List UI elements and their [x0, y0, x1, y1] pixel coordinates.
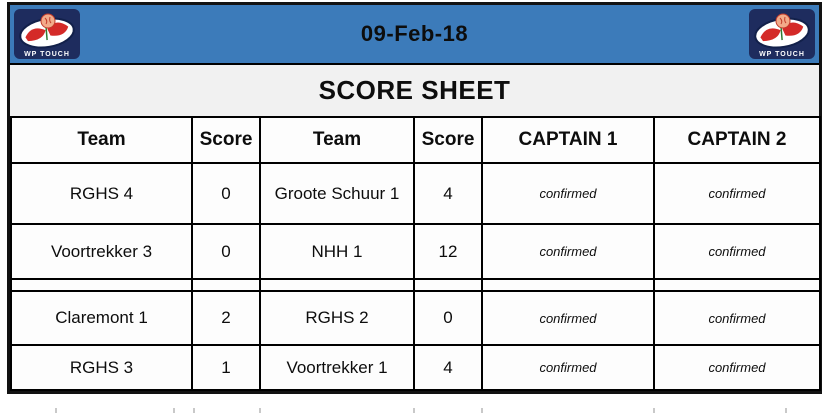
table-row: RGHS 4 0 Groote Schuur 1 4 confirmed con…: [10, 162, 821, 225]
score2-cell: 4: [413, 162, 483, 225]
captain2-cell: confirmed: [653, 290, 821, 346]
team1-cell: RGHS 4: [10, 162, 193, 225]
captain1-cell: confirmed: [481, 290, 655, 346]
table-row: Claremont 1 2 RGHS 2 0 confirmed confirm…: [10, 290, 821, 346]
captain2-cell: confirmed: [653, 344, 821, 391]
page-title: SCORE SHEET: [318, 75, 511, 105]
logo-wordmark: WP TOUCH: [759, 51, 805, 58]
col-header-captain1: CAPTAIN 1: [481, 116, 655, 164]
team1-cell: Claremont 1: [10, 290, 193, 346]
team1-cell: RGHS 3: [10, 344, 193, 391]
team1-cell: Voortrekker 3: [10, 223, 193, 280]
score2-cell: 0: [413, 290, 483, 346]
team2-cell: Groote Schuur 1: [259, 162, 415, 225]
header-banner: WP TOUCH 09-Feb-18 WP TOUCH: [10, 5, 819, 63]
captain1-cell: confirmed: [481, 162, 655, 225]
col-header-score1: Score: [191, 116, 261, 164]
gridline-ticks: [7, 408, 822, 413]
score1-cell: 1: [191, 344, 261, 391]
spacer-row: [10, 278, 821, 292]
table-header-row: Team Score Team Score CAPTAIN 1 CAPTAIN …: [10, 116, 821, 164]
captain2-cell: confirmed: [653, 162, 821, 225]
captain1-cell: confirmed: [481, 223, 655, 280]
table-row: Voortrekker 3 0 NHH 1 12 confirmed confi…: [10, 223, 821, 280]
score-table: Team Score Team Score CAPTAIN 1 CAPTAIN …: [10, 116, 821, 391]
col-header-team2: Team: [259, 116, 415, 164]
col-header-score2: Score: [413, 116, 483, 164]
team2-cell: RGHS 2: [259, 290, 415, 346]
score1-cell: 0: [191, 223, 261, 280]
team2-cell: NHH 1: [259, 223, 415, 280]
score1-cell: 0: [191, 162, 261, 225]
sheet-date: 09-Feb-18: [360, 21, 469, 46]
captain2-cell: confirmed: [653, 223, 821, 280]
wp-touch-logo-left: WP TOUCH: [14, 9, 80, 59]
team2-cell: Voortrekker 1: [259, 344, 415, 391]
title-row: SCORE SHEET: [10, 63, 819, 116]
wp-touch-logo-right: WP TOUCH: [749, 9, 815, 59]
col-header-captain2: CAPTAIN 2: [653, 116, 821, 164]
score2-cell: 12: [413, 223, 483, 280]
captain1-cell: confirmed: [481, 344, 655, 391]
score1-cell: 2: [191, 290, 261, 346]
table-row: RGHS 3 1 Voortrekker 1 4 confirmed confi…: [10, 344, 821, 391]
score-rows: RGHS 4 0 Groote Schuur 1 4 confirmed con…: [10, 162, 821, 391]
col-header-team1: Team: [10, 116, 193, 164]
score-sheet: WP TOUCH 09-Feb-18 WP TOUCH SCORE SHEET: [7, 2, 822, 394]
logo-wordmark: WP TOUCH: [24, 51, 70, 58]
score2-cell: 4: [413, 344, 483, 391]
